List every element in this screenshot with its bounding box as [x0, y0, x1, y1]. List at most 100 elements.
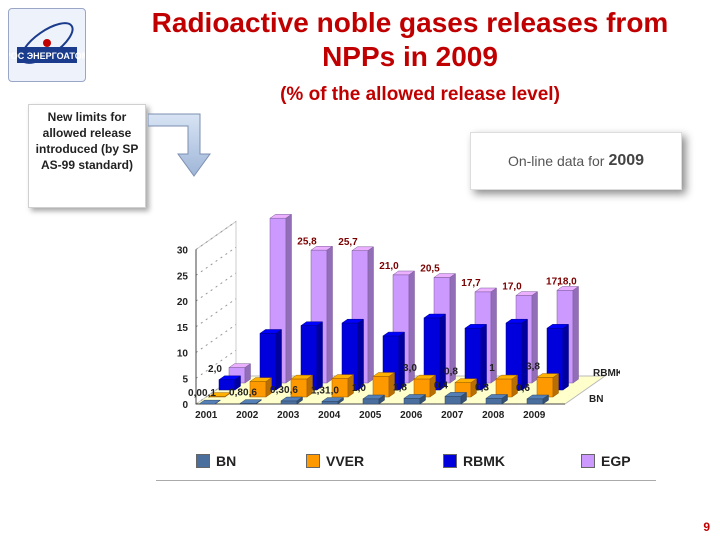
gridline: [195, 349, 237, 379]
bar-bn-2007: [444, 391, 468, 405]
x-tick-label: 2002: [236, 410, 259, 421]
bar-rbmk-2004: [341, 318, 365, 391]
bar-rbmk-2005: [382, 331, 406, 391]
page-number: 9: [703, 520, 710, 534]
data-label: 25,8: [297, 236, 317, 247]
data-label: 1,8: [393, 382, 407, 393]
legend-swatch-rbmk: [443, 454, 457, 468]
data-label: 3,8: [526, 362, 540, 373]
data-label: 1,0: [352, 383, 366, 394]
data-label: 0,3: [270, 385, 284, 396]
data-label: 25,7: [338, 237, 358, 248]
callout-arrow-icon: [148, 113, 211, 177]
y-tick-label: 25: [177, 271, 189, 282]
bar-bn-2003: [280, 396, 304, 405]
data-label: 1,3: [311, 386, 325, 397]
data-label: 17,: [546, 276, 560, 287]
data-label: 0,1: [202, 388, 216, 399]
online-data-callout: On-line data for 2009: [470, 132, 682, 190]
y-tick-label: 5: [182, 374, 188, 385]
depth-label: RBMK: [593, 368, 620, 379]
releases-chart: 0 5 10 15 20 25 30 2001 2002 2003 2004 2005 2006 2007…: [177, 213, 620, 421]
data-label: 0,3: [475, 382, 489, 393]
legend-item-vver: VVER: [306, 453, 364, 469]
gridline: [195, 272, 237, 302]
legend-item-rbmk: RBMK: [443, 453, 505, 469]
bar-vver-2009: [536, 373, 560, 398]
bar-rbmk-2003: [300, 321, 324, 391]
x-tick-label: 2009: [523, 410, 546, 421]
gridline: [195, 375, 237, 405]
title-line-2: NPPs in 2009: [322, 41, 498, 72]
bar-vver-2003: [290, 374, 314, 398]
data-label: 0,8: [444, 367, 458, 378]
gridline: [195, 298, 237, 328]
data-label: 21,0: [379, 261, 399, 272]
data-label: 0,0: [188, 388, 202, 399]
data-label: 2,0: [208, 364, 222, 375]
legend-swatch-egp: [581, 454, 595, 468]
y-tick-label: 30: [177, 246, 189, 257]
legend-item-egp: EGP: [581, 453, 631, 469]
y-tick-label: 15: [177, 323, 189, 334]
bar-rbmk-2007: [464, 323, 488, 391]
bar-rbmk-2008: [505, 318, 529, 391]
bar-vver-2004: [331, 374, 355, 398]
data-label: 0,6: [284, 385, 298, 396]
legend-label-bn: BN: [216, 453, 237, 469]
y-tick-label: 10: [177, 349, 189, 360]
page-subtitle: (% of the allowed release level): [280, 84, 560, 105]
bar-rbmk-2002: [259, 329, 283, 391]
data-label: 20,5: [420, 264, 440, 275]
online-label: On-line data for: [507, 153, 605, 169]
x-tick-label: 2004: [318, 410, 341, 421]
bar-bn-2002: [239, 399, 263, 405]
new-limits-note: New limits for allowed release introduce…: [28, 104, 146, 208]
bar-bn-2001: [198, 399, 222, 405]
legend-item-bn: BN: [196, 453, 236, 469]
bar-bn-2004: [321, 397, 345, 405]
y-tick-label: 20: [177, 297, 189, 308]
bar-bn-2005: [362, 394, 386, 405]
data-label: 0,8: [229, 388, 243, 399]
bar-vver-2007: [454, 378, 478, 398]
data-label: 17,0: [502, 282, 522, 293]
svg-text:РОС ЭНЕРГОАТОМ: РОС ЭНЕРГОАТОМ: [9, 51, 85, 61]
legend-swatch-vver: [306, 454, 320, 468]
bar-vver-2005: [372, 372, 396, 398]
atom-logo-icon: РОС ЭНЕРГОАТОМ: [5, 22, 89, 64]
data-label: 18,0: [557, 276, 577, 287]
bar-vver-2008: [495, 374, 519, 398]
x-tick-label: 2003: [277, 410, 300, 421]
bar-rbmk-2006: [423, 313, 447, 391]
x-tick-label: 2006: [400, 410, 423, 421]
gridline: [195, 221, 237, 250]
data-label: 0,6: [516, 383, 530, 394]
gridline: [195, 324, 237, 353]
legend-swatch-bn: [196, 454, 210, 468]
data-label: 3,0: [403, 363, 417, 374]
legend-label-vver: VVER: [326, 453, 365, 469]
bar-bn-2006: [403, 394, 427, 405]
title-line-1: Radioactive noble gases releases from: [151, 7, 669, 38]
data-label: 0,6: [243, 388, 257, 399]
data-label: 17,7: [461, 278, 481, 289]
depth-label: BN: [589, 394, 603, 405]
x-tick-label: 2008: [482, 410, 505, 421]
bar-egp-2002: [269, 213, 293, 384]
bar-vver-2002: [249, 377, 273, 398]
legend-label-egp: EGP: [601, 453, 631, 469]
y-tick-label: 0: [182, 400, 188, 411]
x-tick-label: 2007: [441, 410, 464, 421]
x-tick-label: 2005: [359, 410, 382, 421]
bar-rbmk-2001: [218, 375, 242, 391]
x-tick-label: 2001: [195, 410, 218, 421]
legend-label-rbmk: RBMK: [463, 453, 505, 469]
online-year: 2009: [608, 152, 645, 169]
data-label: 0,4: [434, 380, 448, 391]
gridline: [195, 246, 237, 276]
bar-vver-2001: [208, 392, 232, 398]
bar-bn-2009: [526, 394, 550, 405]
rosenergoatom-logo: РОС ЭНЕРГОАТОМ: [5, 8, 89, 82]
bar-vver-2006: [413, 374, 437, 398]
